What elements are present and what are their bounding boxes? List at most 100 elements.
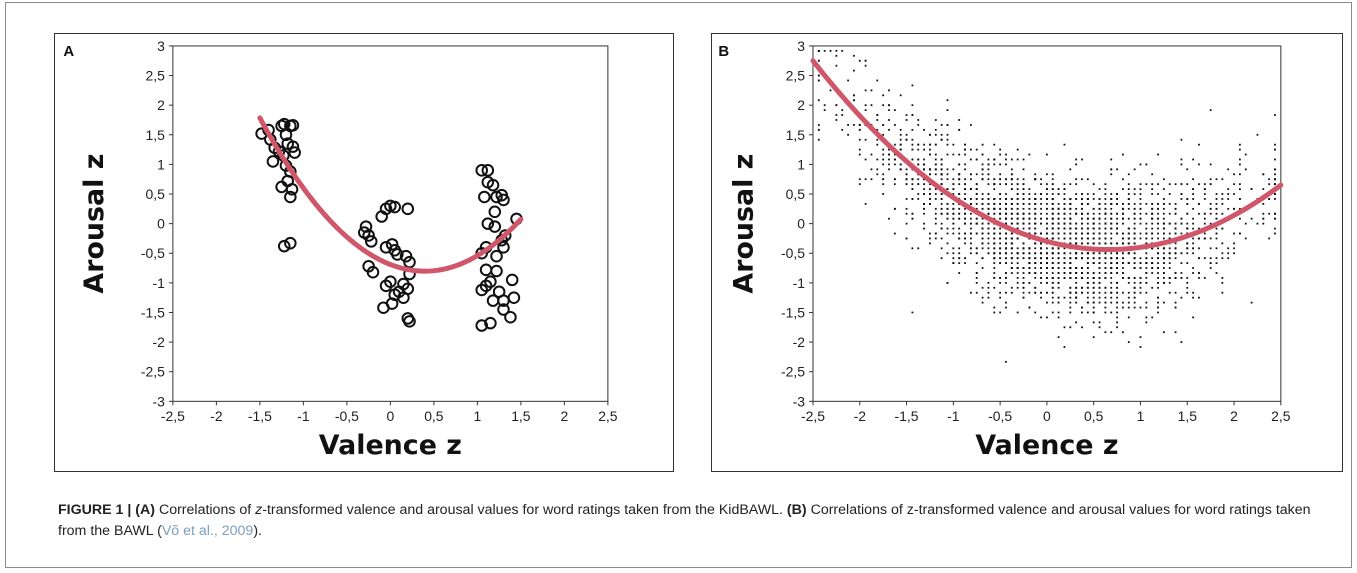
data-point (1133, 217, 1136, 220)
data-point (1022, 193, 1025, 195)
data-point (1151, 227, 1154, 230)
data-point (999, 291, 1002, 294)
data-point (1162, 257, 1165, 260)
data-point (1127, 237, 1130, 240)
data-point (1051, 252, 1054, 255)
data-point (1104, 217, 1107, 220)
data-point (1104, 222, 1107, 225)
data-point (1139, 188, 1142, 190)
data-point (1069, 212, 1072, 215)
data-point (1116, 316, 1118, 319)
data-point (1034, 311, 1037, 314)
data-point (1104, 232, 1107, 235)
data-point (1051, 202, 1054, 205)
data-point (1104, 272, 1107, 274)
x-tick-label: 1 (1137, 408, 1145, 424)
panel-b-scatter-plot: B 32,521,510,50-0,5-1-1,5-2-2,5-3-2,5 -2 -1… (718, 38, 1290, 461)
data-point (1016, 227, 1019, 230)
data-point (946, 212, 949, 215)
data-point (882, 183, 885, 186)
data-point (1022, 212, 1025, 215)
data-point (1203, 198, 1206, 200)
data-point (882, 104, 885, 107)
data-point (1139, 163, 1142, 166)
data-point (911, 311, 914, 314)
data-point (1162, 212, 1165, 215)
data-point (1016, 277, 1019, 279)
data-point (952, 217, 955, 220)
data-point (1157, 207, 1159, 210)
data-point (1051, 272, 1054, 274)
data-point (940, 202, 943, 205)
caption-citation-link[interactable]: Võ et al., 2009 (161, 523, 254, 539)
data-point (893, 109, 896, 112)
data-point (1098, 217, 1101, 220)
data-point (1005, 257, 1007, 260)
data-point (1034, 277, 1037, 279)
data-point (864, 89, 867, 92)
data-point (1122, 252, 1124, 255)
data-point (1133, 237, 1136, 240)
data-point (1162, 232, 1165, 235)
data-point (1092, 183, 1095, 186)
data-point (1250, 301, 1253, 304)
data-point (1098, 296, 1101, 299)
data-point (1139, 237, 1142, 240)
data-point (999, 227, 1002, 230)
data-point (987, 212, 990, 215)
data-point (490, 190, 503, 204)
data-point (987, 232, 990, 235)
data-point (1005, 277, 1007, 279)
data-point (1186, 227, 1189, 230)
data-point (1203, 232, 1206, 235)
data-point (286, 140, 300, 153)
data-point (1098, 326, 1101, 329)
data-point (952, 262, 955, 265)
data-point (1209, 207, 1212, 210)
data-point (1069, 257, 1072, 260)
data-point (1051, 281, 1054, 284)
data-point (1122, 202, 1124, 205)
data-point (1104, 227, 1107, 230)
data-point (858, 138, 861, 141)
data-point (1233, 173, 1235, 176)
data-point (975, 281, 978, 284)
data-point (1104, 301, 1107, 304)
data-point (1086, 262, 1089, 265)
data-point (481, 164, 495, 177)
data-point (1168, 281, 1171, 284)
data-point (1051, 178, 1054, 181)
data-point (940, 198, 943, 200)
data-point (1221, 252, 1224, 255)
data-point (1127, 232, 1130, 235)
data-point (1174, 212, 1177, 215)
data-point (864, 59, 867, 62)
data-point (975, 193, 978, 195)
data-point (987, 207, 990, 210)
data-point (981, 237, 984, 240)
y-tick-label: -1,5 (141, 304, 165, 320)
data-point (1186, 202, 1189, 205)
data-point (362, 229, 375, 242)
data-point (975, 247, 978, 250)
data-point (929, 133, 931, 136)
data-point (876, 119, 879, 121)
caption-b-label: (B) (786, 502, 807, 518)
data-point (1034, 207, 1037, 210)
data-point (1081, 217, 1083, 220)
data-point (911, 212, 914, 215)
data-point (1016, 252, 1019, 255)
data-point (1040, 217, 1042, 220)
data-point (1081, 237, 1083, 240)
data-point (946, 153, 949, 156)
data-point (964, 178, 966, 181)
data-point (1069, 168, 1072, 171)
y-axis-title: Arousal z (79, 154, 110, 294)
data-point (987, 286, 990, 289)
data-point (1081, 286, 1083, 289)
data-point (1028, 257, 1031, 260)
data-point (987, 202, 990, 205)
data-point (946, 168, 949, 171)
data-point (1104, 242, 1107, 245)
data-point (952, 188, 955, 190)
